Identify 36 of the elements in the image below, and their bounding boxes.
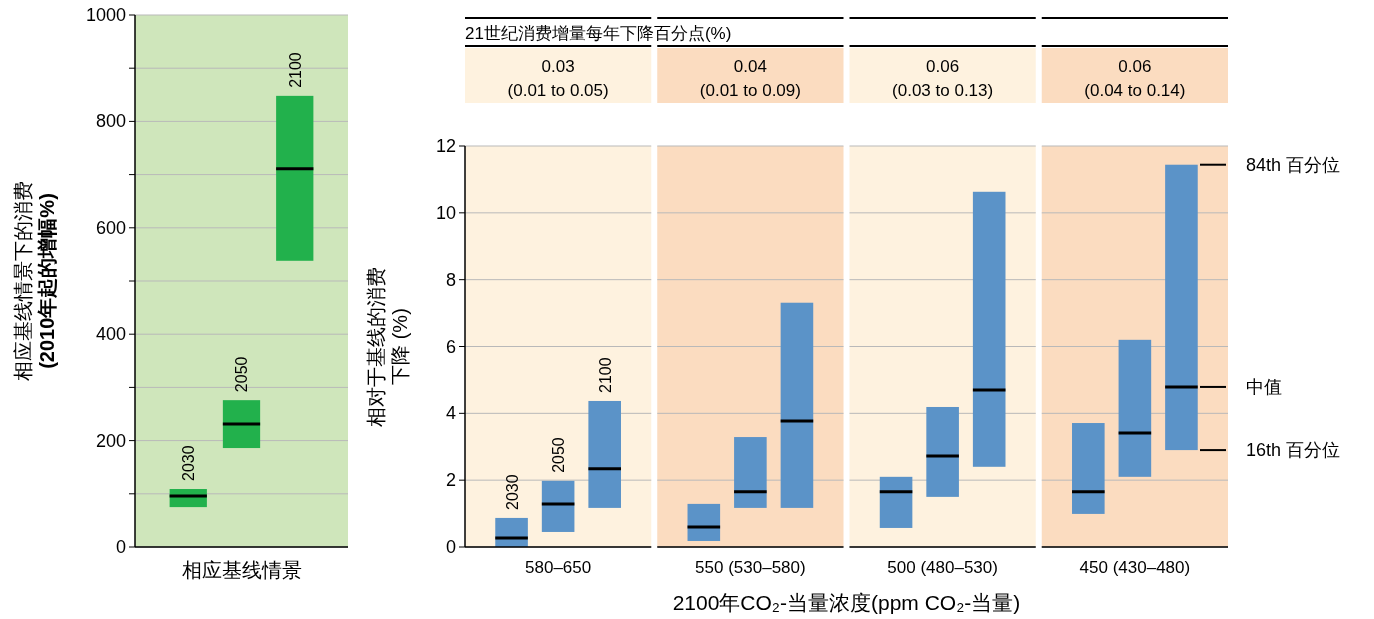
text: 0.04: [733, 57, 767, 76]
text: 84th 百分位: [1246, 154, 1341, 175]
text: 2100: [596, 357, 614, 393]
x-axis-title: 2100年CO₂-当量浓度(ppm CO₂-当量): [672, 591, 1021, 614]
y-tick-label: 10: [435, 202, 456, 223]
x-tick-label: 580–650: [525, 558, 592, 577]
x-tick-label: 500 (480–530): [887, 558, 998, 577]
y-tick-label: 6: [445, 336, 456, 357]
chart-title: 21世纪消费增量每年下降百分点(%): [465, 24, 732, 43]
y-tick-label: 1000: [85, 5, 126, 25]
y-axis-title: 相对于基线的消费下降 (%): [365, 266, 411, 427]
x-tick-label: 450 (430–480): [1079, 558, 1191, 577]
text: 0.03: [541, 57, 575, 76]
text: (0.01 to 0.09): [699, 81, 801, 100]
y-tick-label: 8: [445, 269, 456, 290]
text: 中值: [1246, 376, 1282, 397]
y-tick-label: 200: [95, 430, 126, 451]
y-tick-label: 600: [95, 217, 126, 238]
y-tick-label: 4: [445, 403, 456, 424]
text: 16th 百分位: [1246, 440, 1341, 461]
text: 0.06: [1118, 57, 1152, 76]
y-axis-title: 相应基线情景下的消费 (2010年起的增幅%): [12, 181, 58, 381]
text: (0.04 to 0.14): [1084, 81, 1186, 100]
y-tick-label: 2: [445, 470, 456, 491]
text: 2030: [503, 474, 521, 510]
text: 2050: [550, 437, 568, 473]
x-axis-title: 相应基线情景: [181, 559, 302, 581]
y-tick-label: 800: [95, 111, 126, 132]
x-tick-label: 550 (530–580): [695, 558, 806, 577]
y-tick-label: 0: [115, 537, 126, 557]
text: (0.03 to 0.13): [892, 81, 994, 100]
y-tick-label: 400: [95, 324, 126, 345]
y-tick-label: 0: [445, 537, 456, 557]
text: (0.01 to 0.05): [507, 81, 609, 100]
y-tick-label: 12: [435, 136, 456, 156]
text: 0.06: [926, 57, 960, 76]
